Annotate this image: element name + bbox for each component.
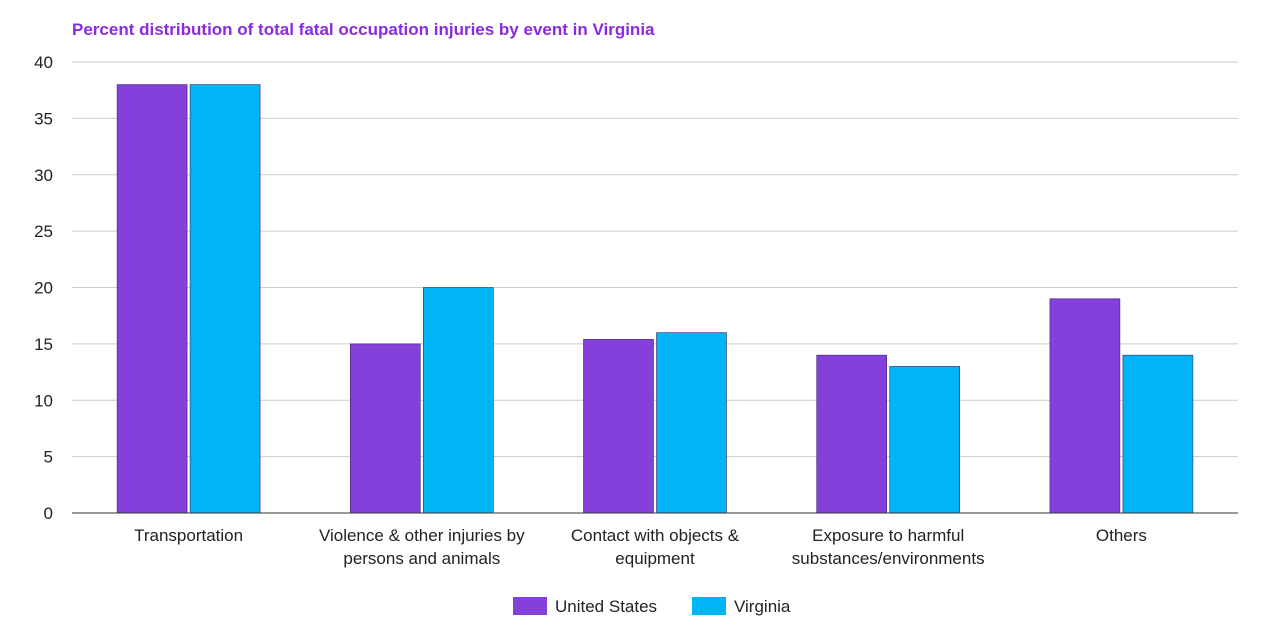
legend-item: United States: [513, 597, 657, 616]
x-category-label: Transportation: [134, 526, 243, 545]
legend-item: Virginia: [692, 597, 791, 616]
chart-title: Percent distribution of total fatal occu…: [72, 20, 655, 39]
legend: United States Virginia: [513, 597, 791, 616]
legend-swatch: [513, 597, 547, 615]
x-axis-category-labels: Transportation Violence & other injuries …: [134, 526, 1147, 568]
y-tick-label: 20: [34, 279, 53, 298]
y-tick-label: 0: [44, 504, 53, 523]
y-tick-label: 35: [34, 109, 53, 128]
bar-united-states: [116, 84, 188, 514]
x-category-label: Violence & other injuries by: [319, 526, 525, 545]
bar-united-states: [816, 354, 888, 514]
y-tick-label: 40: [34, 53, 53, 72]
gridlines: [72, 61, 1238, 458]
y-tick-label: 15: [34, 335, 53, 354]
bars: [116, 84, 1194, 514]
bar-virginia: [1122, 354, 1194, 514]
bar-united-states: [1049, 298, 1121, 514]
y-tick-label: 5: [44, 448, 53, 467]
y-tick-label: 10: [34, 391, 53, 410]
legend-swatch: [692, 597, 726, 615]
bar-virginia: [422, 287, 494, 514]
x-category-label: Contact with objects &: [571, 526, 740, 545]
x-category-label: persons and animals: [343, 549, 500, 568]
bar-virginia: [189, 84, 261, 514]
y-tick-label: 30: [34, 166, 53, 185]
x-category-label: substances/environments: [792, 549, 985, 568]
bar-united-states: [583, 339, 654, 514]
bar-united-states: [349, 343, 421, 514]
legend-label: Virginia: [734, 597, 791, 616]
y-tick-label: 25: [34, 222, 53, 241]
legend-label: United States: [555, 597, 657, 616]
y-axis-ticks: 0 5 10 15 20 25 30 35 40: [34, 53, 53, 523]
bar-virginia: [656, 332, 727, 514]
x-category-label: Others: [1096, 526, 1147, 545]
x-category-label: Exposure to harmful: [812, 526, 964, 545]
bar-virginia: [889, 366, 961, 514]
x-category-label: equipment: [615, 549, 695, 568]
